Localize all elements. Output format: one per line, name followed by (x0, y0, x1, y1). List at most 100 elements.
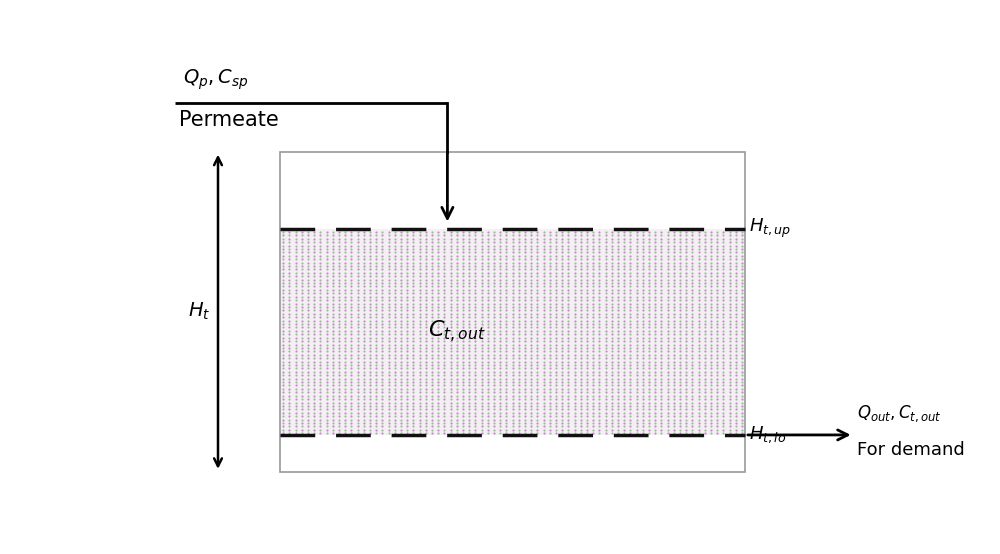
Point (399, 357, 415, 366)
Point (356, 415, 372, 424)
Point (604, 248, 620, 257)
Point (325, 255, 341, 264)
Point (653, 231, 669, 240)
Point (455, 244, 471, 253)
Point (604, 275, 620, 284)
Point (635, 371, 651, 379)
Point (288, 279, 304, 288)
Point (647, 289, 663, 297)
Point (666, 364, 682, 373)
Point (567, 231, 583, 240)
Point (505, 296, 521, 305)
Point (560, 391, 576, 400)
Point (374, 378, 390, 387)
Point (381, 394, 397, 403)
Point (461, 244, 477, 253)
Point (678, 415, 694, 424)
Point (653, 289, 669, 297)
Point (666, 279, 682, 288)
Point (653, 293, 669, 301)
Point (492, 244, 508, 253)
Point (294, 350, 310, 359)
Point (467, 425, 483, 434)
Point (337, 384, 353, 393)
Point (350, 402, 366, 411)
Point (486, 412, 502, 420)
Point (424, 337, 440, 346)
Point (374, 265, 390, 274)
Point (486, 275, 502, 284)
Point (616, 367, 632, 376)
Point (387, 293, 403, 301)
Point (362, 340, 378, 349)
Point (374, 258, 390, 267)
Point (647, 302, 663, 311)
Point (616, 394, 632, 403)
Point (405, 394, 421, 403)
Point (412, 261, 428, 270)
Point (573, 412, 589, 420)
Point (281, 412, 297, 420)
Point (343, 265, 359, 274)
Point (424, 374, 440, 383)
Point (610, 231, 626, 240)
Point (697, 388, 713, 397)
Point (591, 326, 607, 335)
Point (492, 261, 508, 270)
Point (387, 320, 403, 329)
Point (356, 313, 372, 322)
Point (319, 425, 335, 434)
Point (300, 415, 316, 424)
Point (288, 320, 304, 329)
Point (697, 415, 713, 424)
Point (467, 231, 483, 240)
Point (678, 334, 694, 342)
Point (647, 337, 663, 346)
Point (449, 330, 465, 338)
Point (579, 394, 595, 403)
Point (393, 228, 409, 237)
Point (672, 347, 688, 356)
Point (331, 265, 347, 274)
Point (455, 350, 471, 359)
Point (722, 371, 738, 379)
Point (405, 272, 421, 281)
Point (325, 378, 341, 387)
Point (697, 371, 713, 379)
Point (703, 367, 719, 376)
Point (486, 334, 502, 342)
Point (387, 347, 403, 356)
Point (554, 275, 570, 284)
Point (474, 374, 490, 383)
Point (505, 289, 521, 297)
Point (412, 412, 428, 420)
Point (536, 272, 552, 281)
Point (635, 326, 651, 335)
Point (467, 261, 483, 270)
Point (480, 302, 496, 311)
Point (288, 422, 304, 431)
Point (604, 282, 620, 291)
Point (653, 244, 669, 253)
Point (523, 228, 539, 237)
Point (443, 330, 459, 338)
Point (560, 285, 576, 294)
Point (343, 285, 359, 294)
Point (474, 248, 490, 257)
Point (474, 255, 490, 264)
Point (399, 275, 415, 284)
Point (498, 272, 514, 281)
Point (430, 238, 446, 247)
Point (449, 268, 465, 277)
Point (281, 228, 297, 237)
Point (300, 347, 316, 356)
Point (666, 255, 682, 264)
Point (387, 378, 403, 387)
Point (319, 353, 335, 362)
Point (492, 241, 508, 250)
Point (498, 394, 514, 403)
Point (523, 252, 539, 260)
Point (350, 378, 366, 387)
Point (474, 334, 490, 342)
Point (325, 258, 341, 267)
